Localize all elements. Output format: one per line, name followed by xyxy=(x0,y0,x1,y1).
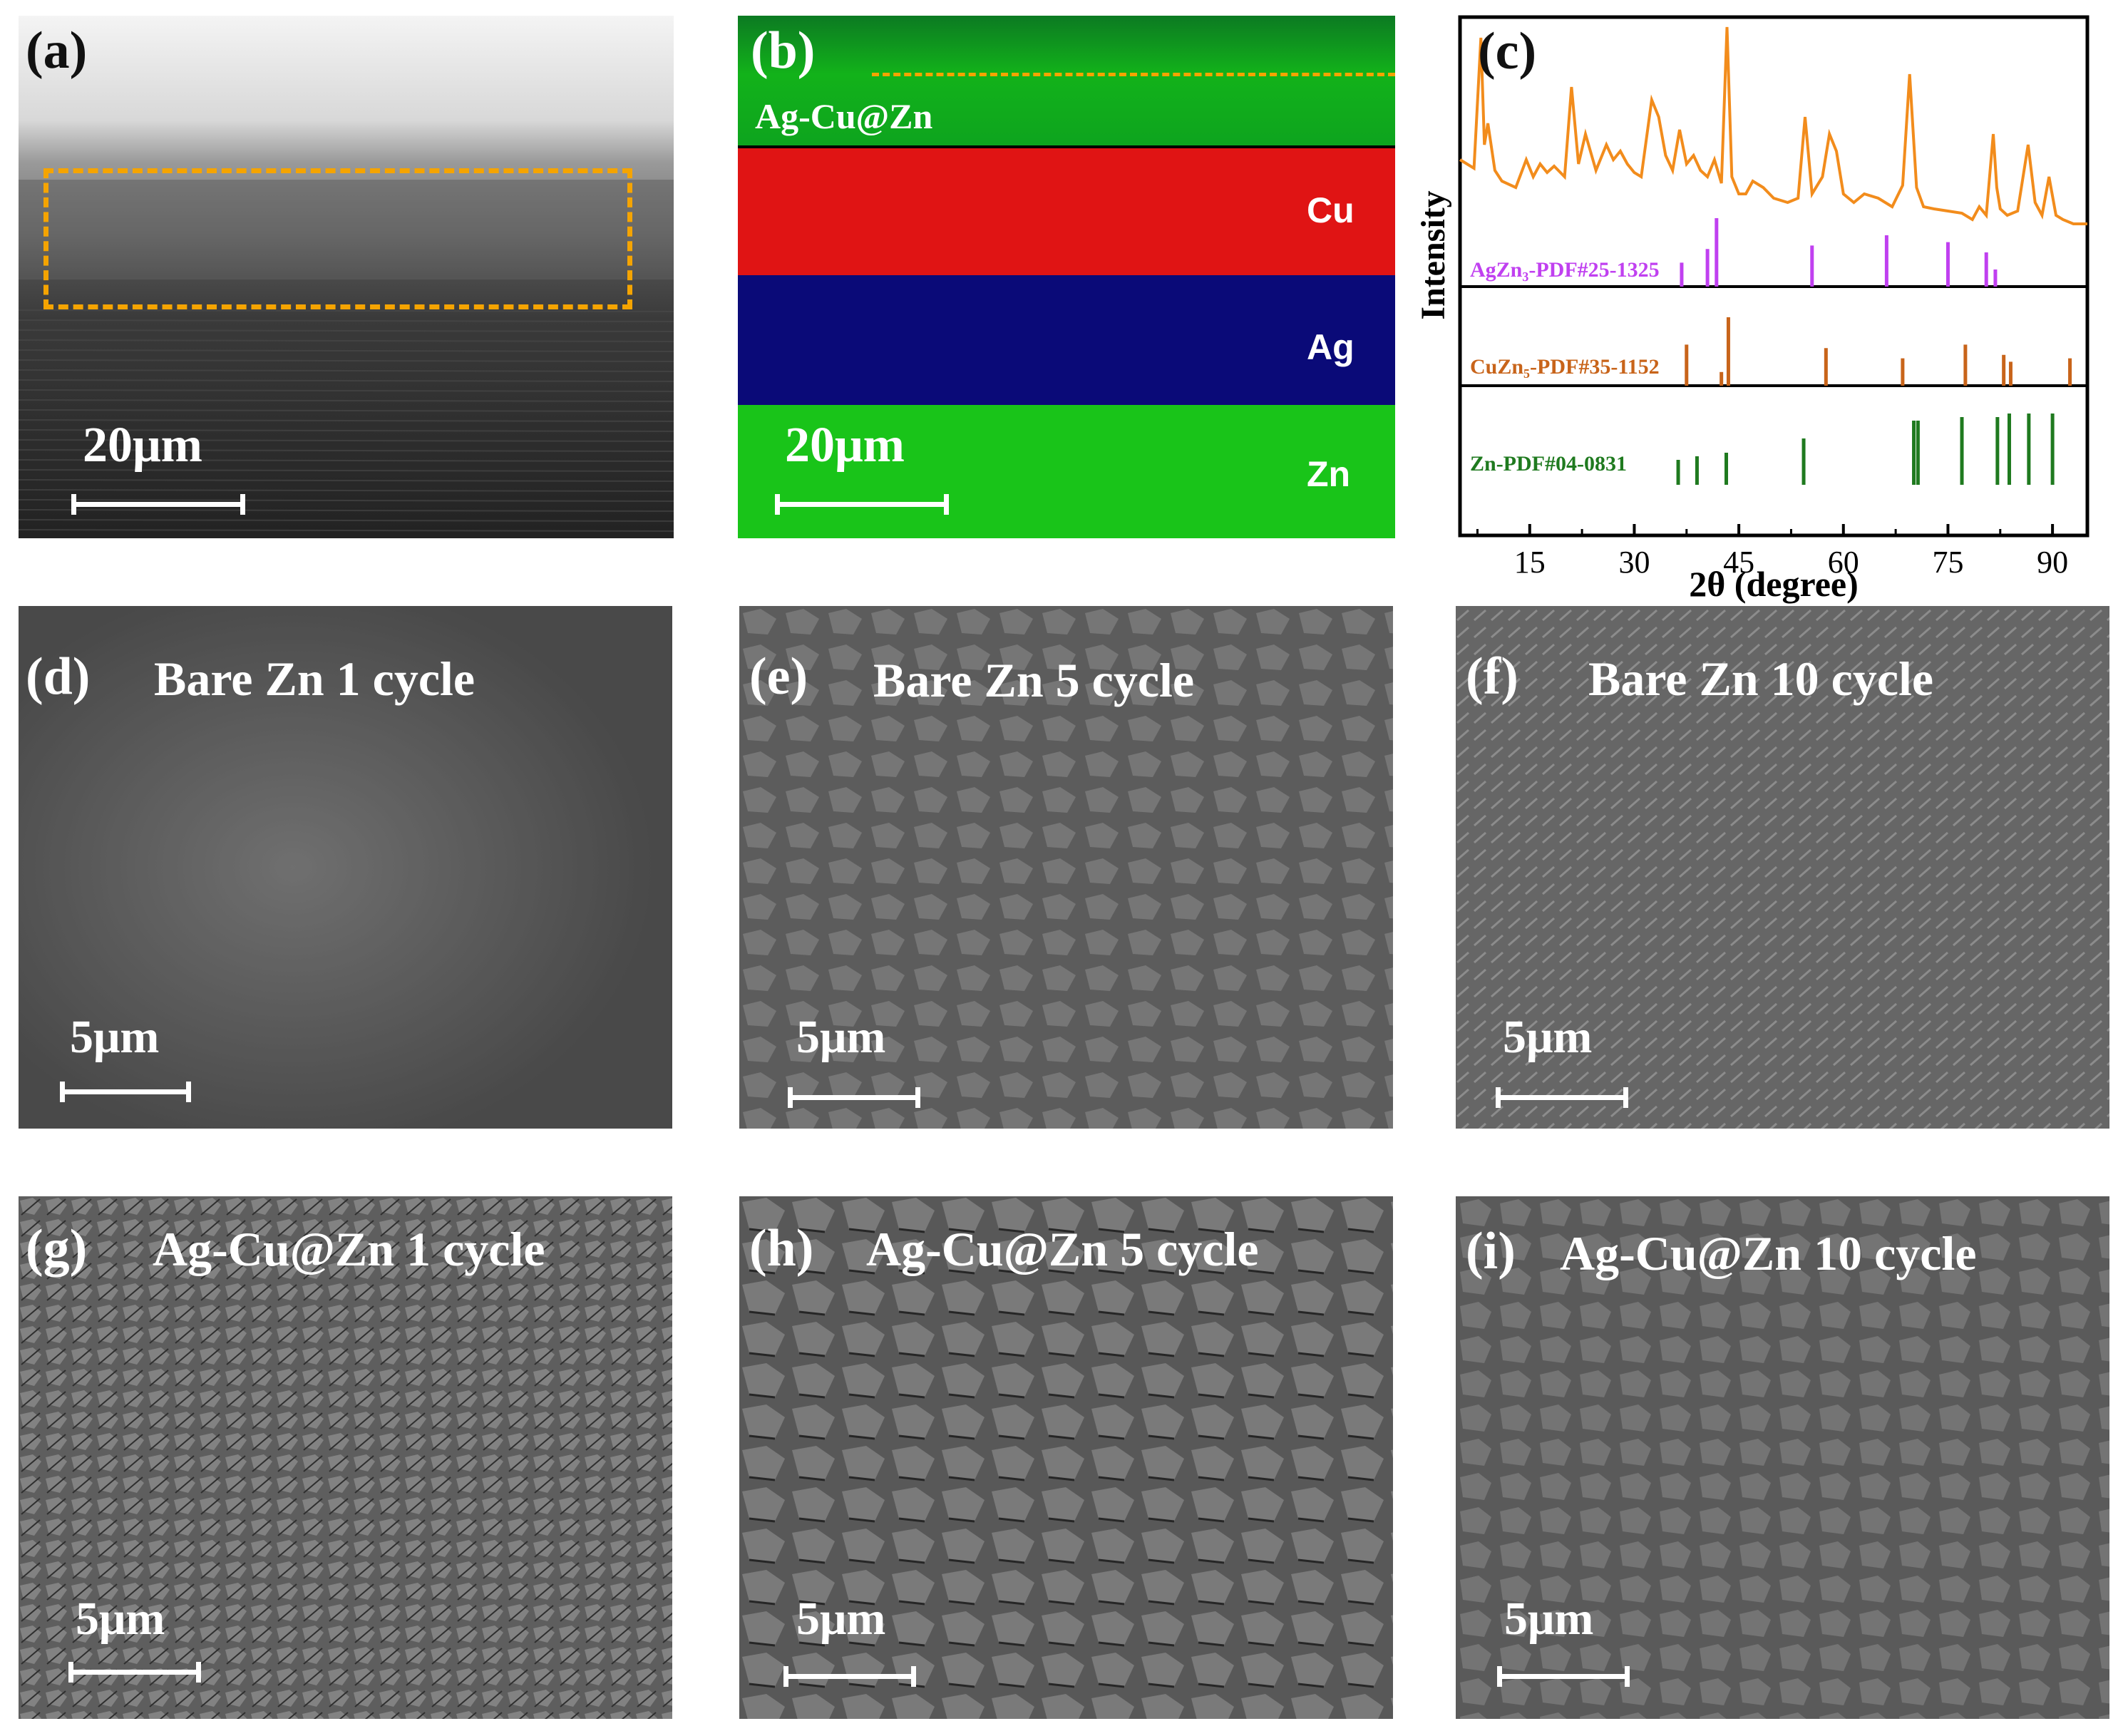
panel-d-image xyxy=(19,606,672,1129)
panel-i-scale-bar xyxy=(1497,1666,1630,1687)
ref-label-agzn3: AgZn₃-PDF#25-1325 xyxy=(1470,258,1660,282)
panel-g: (g) Ag-Cu@Zn 1 cycle 5μm xyxy=(19,1196,672,1719)
panel-f: (f) Bare Zn 10 cycle 5μm xyxy=(1456,606,2109,1129)
eds-dashed-line xyxy=(872,73,1395,76)
x-tick-label-90: 90 xyxy=(2037,545,2068,580)
panel-a: (a) 20μm xyxy=(19,16,674,538)
eds-label-cu: Cu xyxy=(1307,190,1355,230)
panel-i-image xyxy=(1456,1196,2109,1719)
selection-box xyxy=(43,168,632,309)
panel-e-title: Bare Zn 5 cycle xyxy=(873,653,1195,707)
panel-d: (d) Bare Zn 1 cycle 5μm xyxy=(19,606,672,1129)
panel-f-scale-bar xyxy=(1496,1087,1628,1108)
panel-g-scale-bar xyxy=(68,1662,201,1683)
panel-b-scale-text: 20μm xyxy=(785,418,905,473)
panel-e-image xyxy=(739,606,1393,1129)
panel-e: (e) Bare Zn 5 cycle 5μm xyxy=(739,606,1393,1129)
panel-g-title: Ag-Cu@Zn 1 cycle xyxy=(153,1222,545,1276)
panel-i-label: (i) xyxy=(1466,1222,1516,1280)
x-tick-label-60: 60 xyxy=(1828,545,1859,580)
panel-g-image xyxy=(19,1196,672,1719)
chart-ylabel: Intensity xyxy=(1414,190,1452,319)
ref-label-zn: Zn-PDF#04-0831 xyxy=(1470,452,1627,476)
eds-band-composite xyxy=(738,16,1395,145)
panel-g-label: (g) xyxy=(26,1219,88,1278)
panel-a-image xyxy=(19,16,674,538)
eds-label-composite: Ag-Cu@Zn xyxy=(755,96,933,136)
panel-f-title: Bare Zn 10 cycle xyxy=(1588,652,1934,706)
panel-a-scale-text: 20μm xyxy=(83,418,202,473)
panel-b-label: (b) xyxy=(751,21,816,80)
panel-c-chart: 15 30 45 60 75 90 (c) Intensity AgZn₃-PDF#25-… xyxy=(1414,15,2090,604)
panel-i: (i) Ag-Cu@Zn 10 cycle 5μm xyxy=(1456,1196,2109,1719)
panel-h-scale-bar xyxy=(783,1666,916,1687)
x-tick-label-15: 15 xyxy=(1514,545,1546,580)
x-tick-label-45: 45 xyxy=(1723,545,1754,580)
eds-label-zn: Zn xyxy=(1307,454,1351,494)
chart-xlabel: 2θ (degree) xyxy=(1689,564,1859,604)
panel-f-label: (f) xyxy=(1466,647,1518,706)
ref-label-cuzn5: CuZn₅-PDF#35-1152 xyxy=(1470,355,1660,379)
eds-band-zn xyxy=(738,405,1395,538)
panel-b-scale-bar xyxy=(775,494,949,515)
panel-b: (b) Ag-Cu@Zn Cu Ag Zn 20μm xyxy=(738,16,1395,538)
panel-i-scale-text: 5μm xyxy=(1504,1593,1594,1645)
panel-h-label: (h) xyxy=(749,1219,814,1278)
panel-c-label: (c) xyxy=(1478,22,1536,81)
panel-h-title: Ag-Cu@Zn 5 cycle xyxy=(866,1222,1259,1276)
panel-g-scale-text: 5μm xyxy=(76,1593,165,1645)
x-tick-label-30: 30 xyxy=(1618,545,1650,580)
chart-frame xyxy=(1458,15,2090,538)
eds-band-ag xyxy=(738,275,1395,405)
eds-band-cu xyxy=(738,148,1395,275)
panel-d-scale-text: 5μm xyxy=(70,1011,160,1063)
xrd-sample-line xyxy=(1459,26,2087,225)
panel-d-title: Bare Zn 1 cycle xyxy=(154,652,476,706)
panel-h-image xyxy=(739,1196,1393,1719)
panel-a-label: (a) xyxy=(26,21,88,80)
panel-d-scale-bar xyxy=(60,1082,191,1102)
eds-label-ag: Ag xyxy=(1307,327,1355,367)
panel-f-image xyxy=(1456,606,2109,1129)
panel-f-scale-text: 5μm xyxy=(1503,1011,1593,1063)
panel-i-title: Ag-Cu@Zn 10 cycle xyxy=(1560,1226,1977,1280)
panel-a-scale-bar xyxy=(71,494,245,515)
panel-h: (h) Ag-Cu@Zn 5 cycle 5μm xyxy=(739,1196,1393,1719)
panel-h-scale-text: 5μm xyxy=(796,1593,886,1645)
panel-e-label: (e) xyxy=(749,647,808,706)
panel-e-scale-bar xyxy=(788,1087,920,1108)
panel-e-scale-text: 5μm xyxy=(796,1011,886,1063)
panel-d-label: (d) xyxy=(26,647,91,706)
x-tick-label-75: 75 xyxy=(1932,545,1963,580)
